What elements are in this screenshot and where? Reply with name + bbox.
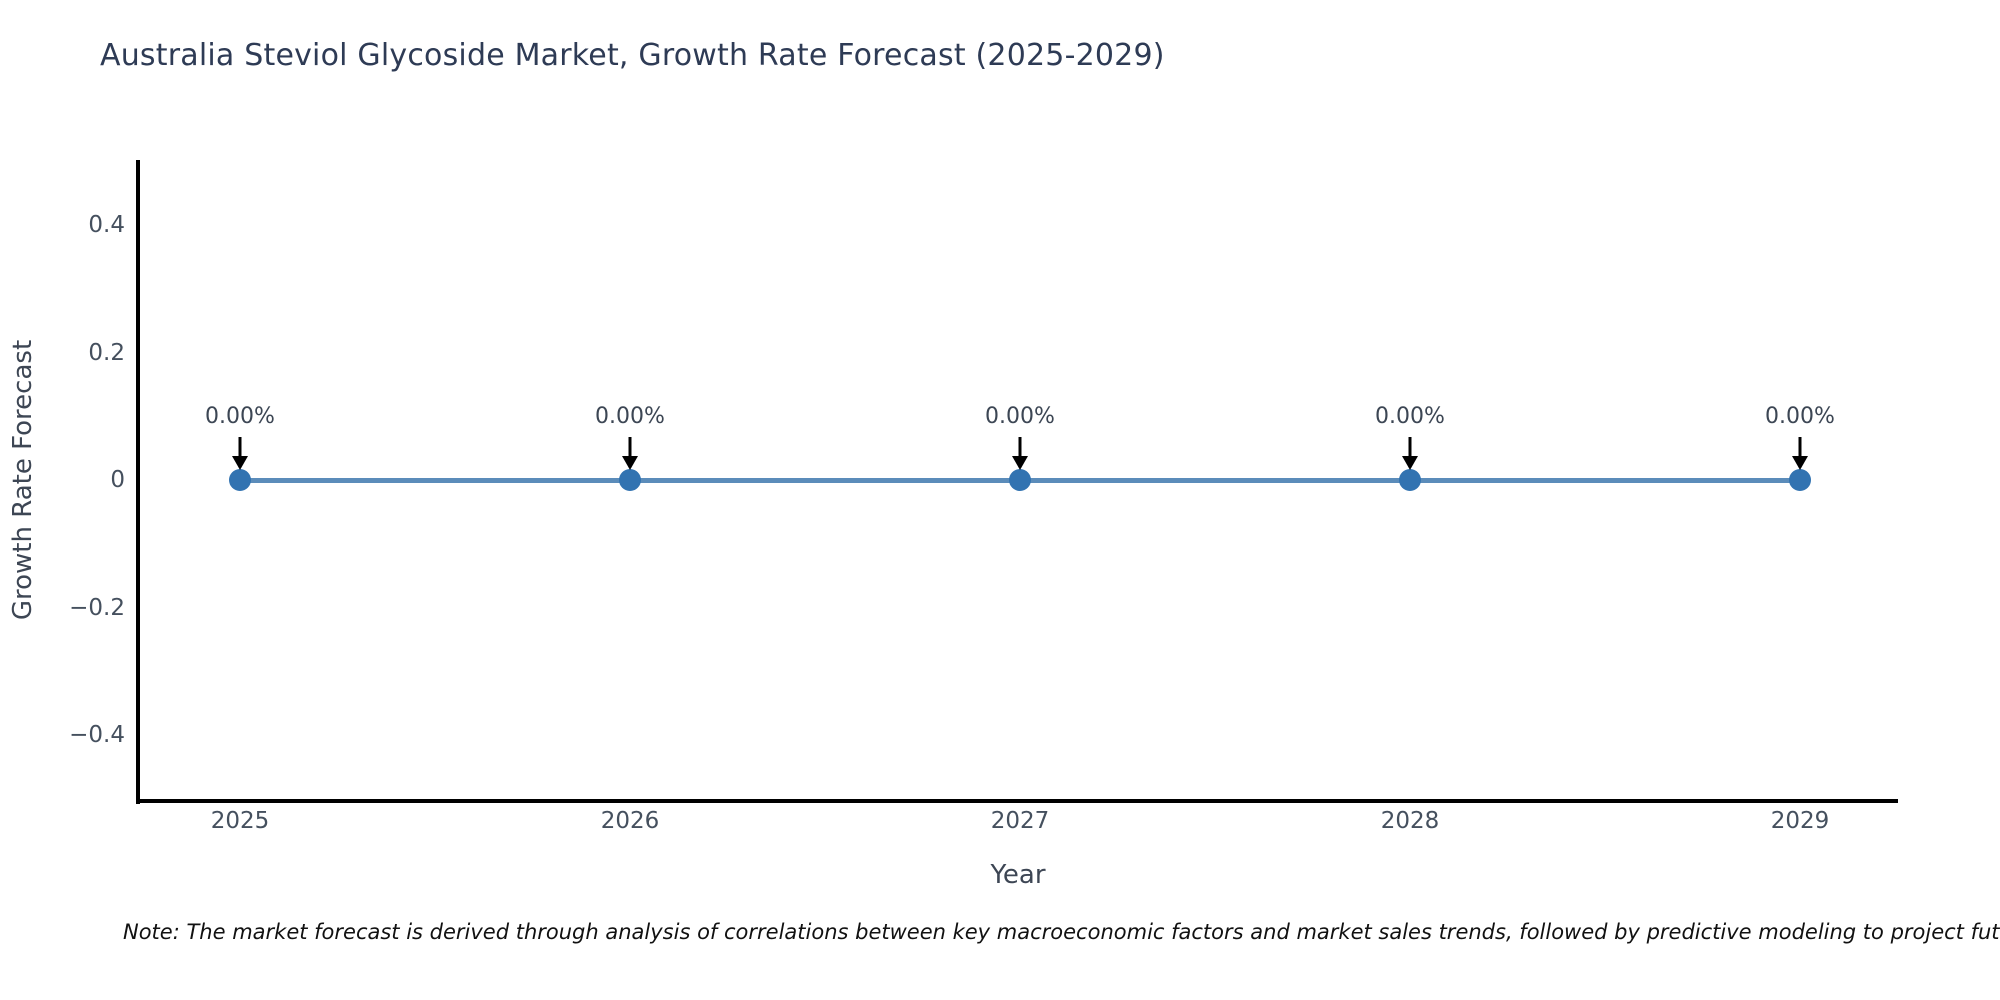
y-tick-label: −0.2 (69, 594, 125, 621)
annotation-arrow (1798, 437, 1802, 457)
data-point-marker (1009, 469, 1031, 491)
data-point-marker (1399, 469, 1421, 491)
point-value-label: 0.00% (595, 404, 665, 429)
arrow-down-icon (622, 456, 638, 470)
x-axis-line (136, 799, 1898, 803)
x-axis-title: Year (990, 860, 1046, 890)
annotation-arrow (238, 437, 242, 457)
annotation-arrow (1408, 437, 1412, 457)
arrow-down-icon (1792, 456, 1808, 470)
annotation-arrow (1018, 437, 1022, 457)
point-value-label: 0.00% (1375, 404, 1445, 429)
x-tick-label: 2026 (600, 808, 660, 834)
y-tick-label: 0.4 (88, 212, 125, 238)
point-value-label: 0.00% (985, 404, 1055, 429)
data-point-marker (1789, 469, 1811, 491)
x-tick-label: 2028 (1380, 808, 1440, 834)
point-value-label: 0.00% (205, 404, 275, 429)
annotation-arrow (628, 437, 632, 457)
x-tick-label: 2025 (210, 808, 270, 834)
arrow-down-icon (232, 456, 248, 470)
data-point-marker (619, 469, 641, 491)
footnote: Note: The market forecast is derived thr… (123, 920, 2000, 944)
arrow-down-icon (1012, 456, 1028, 470)
x-tick-label: 2029 (1770, 808, 1830, 834)
x-tick-label: 2027 (990, 808, 1050, 834)
y-tick-label: −0.4 (69, 722, 125, 748)
point-value-label: 0.00% (1765, 404, 1835, 429)
y-axis-line (136, 160, 140, 804)
data-point-marker (229, 469, 251, 491)
arrow-down-icon (1402, 456, 1418, 470)
y-tick-label: 0.2 (88, 339, 125, 366)
y-tick-label: 0 (110, 467, 125, 493)
chart-title: Australia Steviol Glycoside Market, Grow… (100, 38, 1165, 73)
